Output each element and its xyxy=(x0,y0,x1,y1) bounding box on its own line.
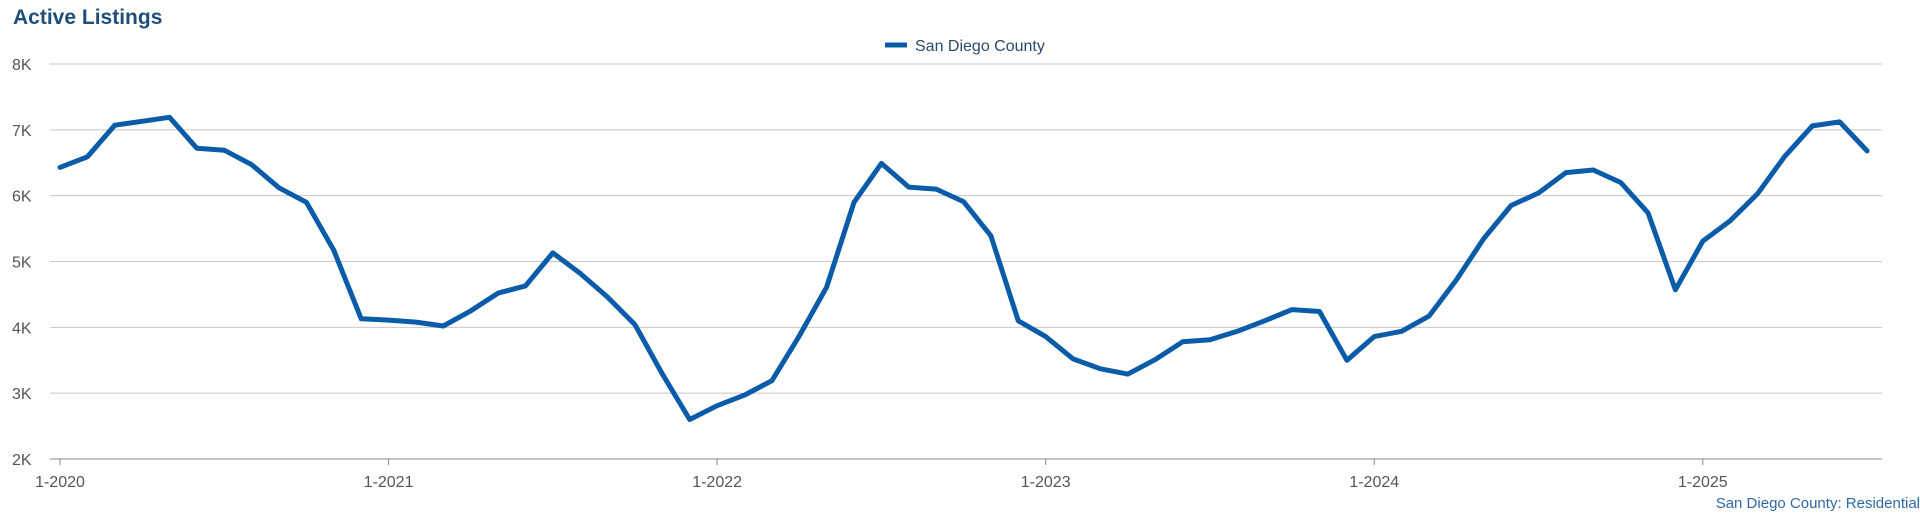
legend-label-san-diego-county: San Diego County xyxy=(915,38,1045,55)
x-tick-label: 1-2024 xyxy=(1349,474,1399,491)
y-tick-label: 6K xyxy=(12,189,32,206)
x-tick-label: 1-2023 xyxy=(1021,474,1071,491)
x-tick-label: 1-2022 xyxy=(692,474,742,491)
legend[interactable]: San Diego County xyxy=(885,38,1045,55)
gridlines xyxy=(50,63,1882,460)
y-tick-label: 8K xyxy=(12,57,32,74)
y-tick-label: 5K xyxy=(12,255,32,272)
series-line-san-diego-county xyxy=(57,114,1870,422)
y-axis-labels: 2K 3K 4K 5K 6K 7K 8K xyxy=(12,57,32,469)
y-tick-label: 2K xyxy=(12,452,32,469)
y-tick-label: 4K xyxy=(12,320,32,337)
x-tick-label: 1-2021 xyxy=(364,474,414,491)
y-tick-label: 3K xyxy=(12,386,32,403)
x-axis: 1-2020 1-2021 1-2022 1-2023 1-2024 1-2025 xyxy=(35,459,1728,491)
y-tick-label: 7K xyxy=(12,123,32,140)
chart-title: Active Listings xyxy=(13,6,163,29)
series-layer xyxy=(57,114,1870,422)
x-tick-label: 1-2020 xyxy=(35,474,85,491)
chart-source-label: San Diego County: Residential xyxy=(1715,495,1920,512)
x-tick-label: 1-2025 xyxy=(1678,474,1728,491)
